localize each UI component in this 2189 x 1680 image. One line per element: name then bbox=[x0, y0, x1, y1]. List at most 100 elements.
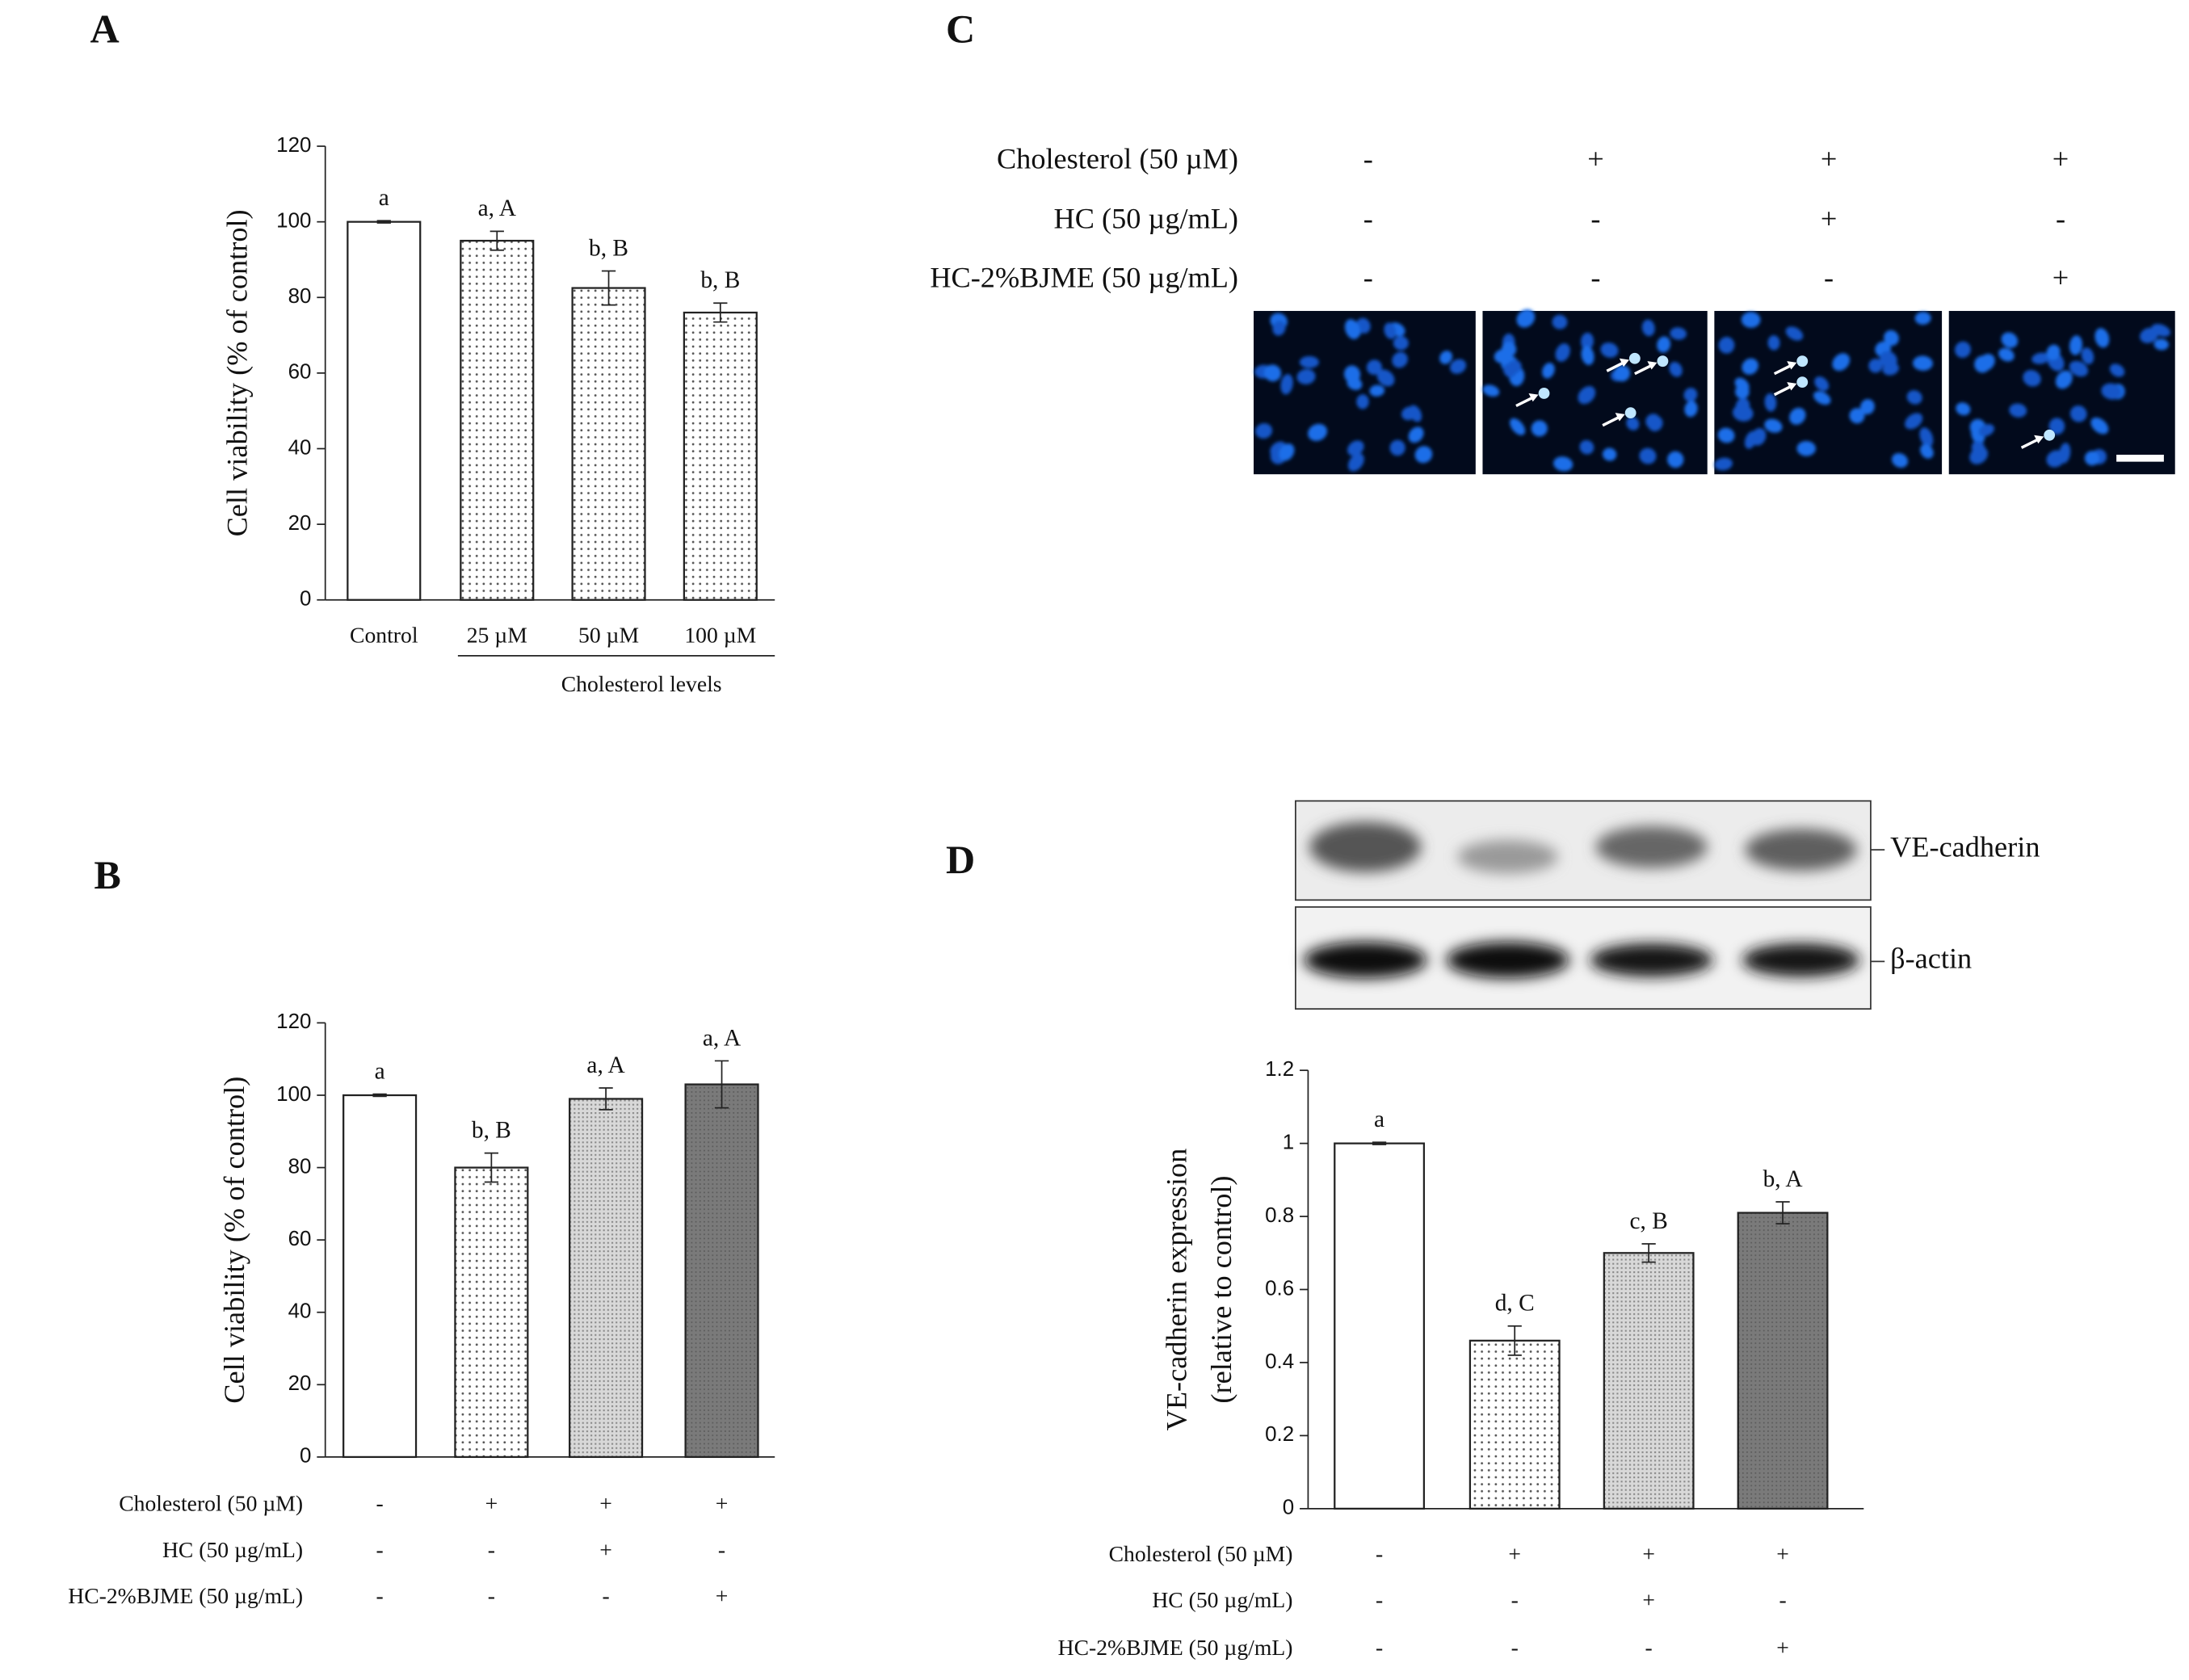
blot-label: VE-cadherin bbox=[1890, 830, 2040, 863]
nucleus bbox=[1343, 365, 1361, 384]
y-tick-label: 20 bbox=[288, 1372, 312, 1395]
nucleus bbox=[2069, 405, 2087, 422]
nucleus bbox=[1408, 426, 1424, 443]
nucleus bbox=[1741, 312, 1761, 328]
western-blot: VE-cadherin β-actin bbox=[1295, 800, 2040, 1010]
nucleus bbox=[1920, 443, 1934, 459]
nucleus bbox=[1553, 456, 1573, 472]
condition-name: Cholesterol (50 µM) bbox=[997, 142, 1238, 174]
y-tick-label: 40 bbox=[288, 1300, 312, 1323]
nucleus bbox=[2031, 352, 2050, 364]
nucleus bbox=[1579, 439, 1594, 455]
condition-value: - bbox=[1363, 203, 1373, 235]
panel-label: A bbox=[90, 6, 120, 52]
y-tick-label: 0 bbox=[300, 1445, 311, 1468]
condensed-nucleus bbox=[1624, 407, 1636, 419]
y-tick-label: 0.2 bbox=[1265, 1423, 1294, 1446]
nucleus bbox=[1393, 336, 1409, 351]
condition-value: + bbox=[1587, 142, 1603, 174]
nucleus bbox=[1344, 319, 1360, 340]
y-tick-label: 0.6 bbox=[1265, 1277, 1294, 1300]
nucleus bbox=[1347, 440, 1364, 456]
nucleus bbox=[1581, 332, 1594, 351]
significance-label: c, B bbox=[1629, 1208, 1667, 1234]
condition-value: + bbox=[599, 1537, 612, 1562]
nucleus bbox=[1764, 393, 1777, 412]
nucleus bbox=[1369, 384, 1385, 397]
condition-value: + bbox=[1821, 203, 1837, 235]
significance-label: a bbox=[1374, 1107, 1384, 1132]
arrow-head bbox=[1615, 413, 1625, 422]
condition-value: - bbox=[488, 1537, 495, 1562]
nucleus bbox=[1906, 390, 1922, 405]
nucleus bbox=[2084, 451, 2099, 466]
nucleus bbox=[1645, 414, 1662, 430]
y-axis-label: Cell viability (% of control) bbox=[218, 1077, 250, 1404]
nucleus bbox=[1482, 384, 1500, 397]
microscopy-images bbox=[1254, 309, 2175, 475]
nucleus bbox=[1796, 440, 1817, 456]
condition-value: - bbox=[602, 1583, 609, 1608]
condition-value: + bbox=[716, 1583, 729, 1608]
bar bbox=[347, 220, 422, 601]
nucleus bbox=[1384, 322, 1397, 339]
nucleus bbox=[1542, 363, 1555, 379]
nucleus bbox=[1578, 386, 1596, 405]
nucleus bbox=[1581, 346, 1594, 365]
panel-label: B bbox=[94, 852, 120, 897]
y-axis-label: Cell viability (% of control) bbox=[221, 209, 254, 536]
y-tick-label: 1 bbox=[1283, 1131, 1294, 1153]
condition-value: - bbox=[1824, 261, 1834, 293]
condition-value: + bbox=[2052, 142, 2069, 174]
nucleus bbox=[2094, 328, 2110, 348]
condition-name: HC-2%BJME (50 µg/mL) bbox=[1058, 1635, 1293, 1660]
nucleus bbox=[2023, 370, 2041, 387]
nucleus bbox=[1614, 365, 1631, 382]
condition-name: HC (50 µg/mL) bbox=[1054, 203, 1239, 235]
significance-label: b, A bbox=[1763, 1166, 1803, 1192]
x-tick-label: 100 µM bbox=[684, 623, 756, 648]
y-tick-label: 60 bbox=[288, 1228, 312, 1250]
nucleus bbox=[1555, 343, 1570, 362]
y-tick-label: 60 bbox=[288, 361, 312, 384]
nucleus bbox=[2055, 370, 2073, 389]
condition-value: - bbox=[1590, 261, 1600, 293]
nuclei bbox=[1254, 313, 1467, 472]
y-tick-label: 40 bbox=[288, 436, 312, 459]
condition-name: HC (50 µg/mL) bbox=[162, 1537, 303, 1562]
nucleus bbox=[1299, 355, 1319, 368]
nucleus bbox=[1891, 452, 1909, 468]
nucleus bbox=[1392, 351, 1408, 368]
bar bbox=[454, 1166, 529, 1459]
scale-bar bbox=[2116, 454, 2164, 462]
nucleus bbox=[1813, 391, 1831, 405]
condition-value: - bbox=[1376, 1635, 1383, 1660]
condition-value: + bbox=[1776, 1635, 1789, 1660]
nucleus bbox=[1998, 347, 2015, 362]
nuclei bbox=[1955, 323, 2170, 468]
nucleus bbox=[2081, 347, 2094, 365]
nucleus bbox=[1969, 447, 1989, 464]
condition-value: + bbox=[1642, 1541, 1655, 1566]
nucleus bbox=[2101, 383, 2122, 400]
nucleus bbox=[1272, 320, 1286, 336]
nucleus bbox=[1744, 430, 1758, 449]
condition-name: HC (50 µg/mL) bbox=[1152, 1587, 1292, 1612]
arrow-head bbox=[1787, 361, 1797, 370]
bar bbox=[342, 1094, 418, 1459]
condition-value: - bbox=[1645, 1635, 1653, 1660]
nucleus bbox=[1814, 376, 1830, 392]
x-tick-label: 50 µM bbox=[578, 623, 639, 648]
nuclei bbox=[1714, 311, 1934, 471]
condition-value: - bbox=[376, 1583, 383, 1608]
nucleus bbox=[1789, 407, 1806, 425]
nucleus bbox=[1389, 439, 1405, 456]
condition-name: Cholesterol (50 µM) bbox=[119, 1491, 303, 1516]
y-axis-label: (relative to control) bbox=[1205, 1175, 1237, 1403]
nucleus bbox=[1860, 399, 1875, 415]
nucleus bbox=[1714, 457, 1733, 471]
nucleus bbox=[1832, 353, 1851, 372]
y-tick-label: 1.2 bbox=[1265, 1058, 1294, 1081]
condition-name: HC-2%BJME (50 µg/mL) bbox=[930, 261, 1238, 293]
